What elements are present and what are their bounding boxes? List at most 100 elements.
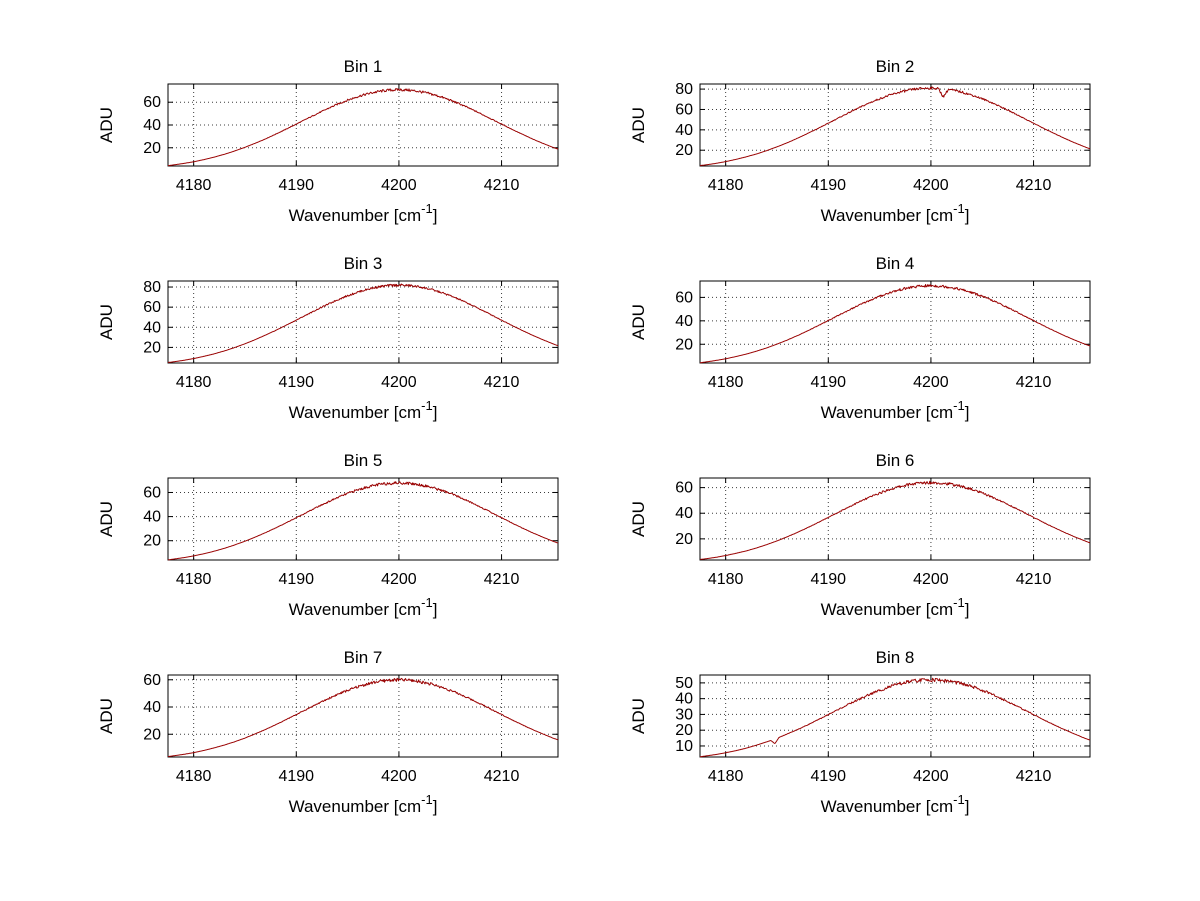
x-axis-label: Wavenumber [cm-1] (289, 201, 438, 225)
y-tick-label: 60 (143, 94, 161, 111)
x-axis-label: Wavenumber [cm-1] (821, 792, 970, 816)
plot-title: Bin 8 (876, 648, 915, 667)
subplot-bin-4: Bin 4 20 40 60 4180 4190 4200 4210 ADU Wavenumber… (532, 251, 1092, 456)
x-axis-label: Wavenumber [cm-1] (289, 398, 438, 422)
x-tick-label: 4190 (810, 571, 846, 588)
x-tick-label: 4210 (1016, 768, 1052, 785)
y-tick-label: 20 (675, 531, 693, 548)
x-axis-label: Wavenumber [cm-1] (821, 201, 970, 225)
x-tick-label: 4210 (1016, 374, 1052, 391)
y-tick-label: 60 (675, 480, 693, 497)
x-tick-label: 4210 (484, 768, 520, 785)
x-tick-label: 4210 (484, 374, 520, 391)
plot-svg: Bin 3 20 40 60 80 4180 4190 4200 4210 ADU Wavenumb… (97, 254, 559, 422)
x-tick-label: 4200 (913, 177, 949, 194)
x-tick-label: 4190 (810, 768, 846, 785)
y-axis-label: ADU (629, 698, 648, 734)
y-axis-label: ADU (97, 304, 116, 340)
plot-title: Bin 3 (344, 254, 383, 273)
subplot-bin-7: Bin 7 20 40 60 4180 4190 4200 4210 ADU Wavenumber… (0, 645, 560, 850)
y-tick-label: 60 (143, 484, 161, 501)
x-tick-label: 4180 (176, 768, 212, 785)
plot-svg: Bin 1 20 40 60 4180 4190 4200 4210 ADU Wavenumber… (97, 57, 559, 225)
y-axis-label: ADU (97, 107, 116, 143)
y-tick-label: 20 (143, 140, 161, 157)
y-axis-label: ADU (629, 304, 648, 340)
spectrum-line (167, 481, 559, 561)
subplot-bin-1: Bin 1 20 40 60 4180 4190 4200 4210 ADU Wavenumber… (0, 54, 560, 259)
y-axis-label: ADU (629, 501, 648, 537)
x-tick-label: 4200 (913, 768, 949, 785)
x-tick-label: 4200 (381, 177, 417, 194)
y-tick-label: 40 (675, 691, 693, 708)
x-tick-label: 4190 (278, 571, 314, 588)
axes-box (699, 280, 1091, 364)
y-tick-label: 80 (675, 81, 693, 98)
y-axis-label: ADU (97, 501, 116, 537)
x-axis-label: Wavenumber [cm-1] (821, 398, 970, 422)
x-tick-label: 4200 (913, 374, 949, 391)
x-tick-label: 4190 (278, 374, 314, 391)
x-tick-label: 4190 (810, 177, 846, 194)
plot-title: Bin 2 (876, 57, 915, 76)
y-tick-label: 40 (143, 509, 161, 526)
spectrum-line (167, 677, 559, 758)
axes-box (699, 477, 1091, 561)
axes-box (699, 674, 1091, 758)
x-tick-label: 4200 (381, 571, 417, 588)
x-tick-label: 4180 (708, 177, 744, 194)
y-tick-label: 40 (143, 699, 161, 716)
plot-title: Bin 5 (344, 451, 383, 470)
plot-svg: Bin 2 20 40 60 80 4180 4190 4200 4210 ADU Wavenumb… (629, 57, 1091, 225)
x-tick-label: 4180 (708, 768, 744, 785)
subplot-bin-5: Bin 5 20 40 60 4180 4190 4200 4210 ADU Wavenumber… (0, 448, 560, 653)
y-axis-label: ADU (629, 107, 648, 143)
x-tick-label: 4180 (708, 374, 744, 391)
axes-box (167, 674, 559, 758)
y-tick-label: 10 (675, 738, 693, 755)
axes-box (167, 477, 559, 561)
y-tick-label: 40 (675, 505, 693, 522)
plot-svg: Bin 6 20 40 60 4180 4190 4200 4210 ADU Wavenumber… (629, 451, 1091, 619)
plot-svg: Bin 7 20 40 60 4180 4190 4200 4210 ADU Wavenumber… (97, 648, 559, 816)
x-tick-label: 4210 (484, 571, 520, 588)
plot-title: Bin 4 (876, 254, 915, 273)
x-tick-label: 4210 (1016, 177, 1052, 194)
x-tick-label: 4190 (810, 374, 846, 391)
spectrum-line (699, 480, 1091, 560)
subplot-bin-8: Bin 8 10 20 30 40 50 4180 4190 4200 4210 ADU Wavenu… (532, 645, 1092, 850)
y-tick-label: 60 (143, 299, 161, 316)
plot-title: Bin 1 (344, 57, 383, 76)
y-tick-label: 20 (675, 142, 693, 159)
y-tick-label: 40 (143, 117, 161, 134)
subplot-bin-2: Bin 2 20 40 60 80 4180 4190 4200 4210 ADU Wavenumb… (532, 54, 1092, 259)
subplot-bin-6: Bin 6 20 40 60 4180 4190 4200 4210 ADU Wavenumber… (532, 448, 1092, 653)
y-tick-label: 20 (675, 722, 693, 739)
x-tick-label: 4200 (913, 571, 949, 588)
spectrum-line (699, 284, 1091, 364)
axes-box (699, 83, 1091, 167)
x-tick-label: 4190 (278, 177, 314, 194)
spectrum-line (167, 88, 559, 167)
spectrum-line (699, 86, 1091, 167)
y-tick-label: 40 (675, 122, 693, 139)
y-tick-label: 80 (143, 279, 161, 296)
subplot-bin-3: Bin 3 20 40 60 80 4180 4190 4200 4210 ADU Wavenumb… (0, 251, 560, 456)
y-axis-label: ADU (97, 698, 116, 734)
x-tick-label: 4200 (381, 374, 417, 391)
spectrum-line (699, 677, 1091, 758)
x-tick-label: 4180 (176, 177, 212, 194)
spectrum-line (167, 283, 559, 363)
plot-svg: Bin 4 20 40 60 4180 4190 4200 4210 ADU Wavenumber… (629, 254, 1091, 422)
plot-svg: Bin 5 20 40 60 4180 4190 4200 4210 ADU Wavenumber… (97, 451, 559, 619)
y-tick-label: 20 (143, 533, 161, 550)
plot-title: Bin 6 (876, 451, 915, 470)
x-tick-label: 4190 (278, 768, 314, 785)
y-tick-label: 20 (143, 339, 161, 356)
x-tick-label: 4180 (176, 374, 212, 391)
x-axis-label: Wavenumber [cm-1] (289, 595, 438, 619)
y-tick-label: 20 (675, 336, 693, 353)
y-tick-label: 50 (675, 675, 693, 692)
